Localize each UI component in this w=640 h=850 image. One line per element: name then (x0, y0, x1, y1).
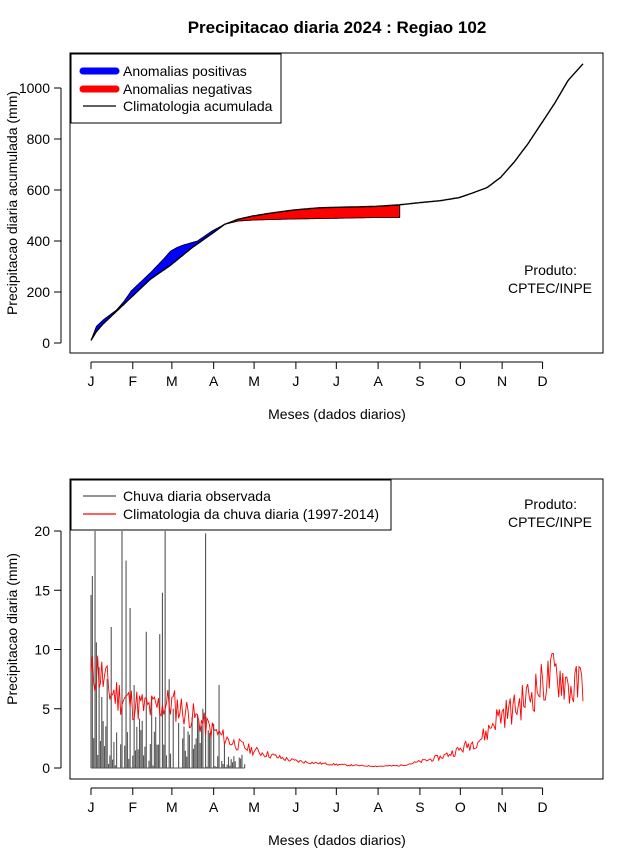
cumulative-x-tick-label: N (497, 373, 507, 389)
daily-x-axis-label: Meses (dados diarios) (268, 832, 406, 848)
cumulative-x-tick-label: O (455, 373, 466, 389)
daily-x-tick-label: D (537, 799, 547, 815)
cumulative-climatology-line (90, 63, 584, 341)
daily-product-source: CPTEC/INPE (508, 514, 592, 530)
cumulative-legend-box (70, 53, 282, 124)
daily-product-label: Produto: (524, 496, 577, 512)
cumulative-frame (69, 52, 604, 354)
cumulative-y-tick-label: 600 (27, 182, 51, 198)
legend-label-daily-climatology: Climatologia da chuva diaria (1997-2014) (123, 506, 379, 522)
cumulative-x-tick-label: M (166, 373, 178, 389)
daily-x-tick-label: J (88, 799, 95, 815)
legend-label-cumulative-climatology: Climatologia acumulada (123, 98, 273, 114)
cumulative-product-label: Produto: (524, 262, 577, 278)
cumulative-x-tick-label: F (129, 373, 138, 389)
daily-panel: 0 5 10 15 20 J F M A M J J A S O N D Precipitacao diaria… (4, 478, 604, 848)
observed-cumulative-line (90, 217, 400, 341)
daily-x-tick-label: N (497, 799, 507, 815)
cumulative-y-tick-label: 800 (27, 131, 51, 147)
daily-climatology-line (90, 653, 584, 768)
cumulative-panel: 0 200 400 600 800 1000 J F M A M J J A S O N D Precipitac… (4, 52, 604, 422)
cumulative-legend: Anomalias positivas Anomalias negativas … (70, 53, 282, 124)
cumulative-x-tick-label: A (373, 373, 383, 389)
daily-x-tick-label: M (166, 799, 178, 815)
daily-axes: 0 5 10 15 20 J F M A M J J A S O N D (34, 523, 547, 815)
cumulative-x-tick-label: M (248, 373, 260, 389)
daily-x-tick-label: S (415, 799, 424, 815)
daily-y-tick-label: 15 (34, 582, 50, 598)
daily-y-axis-label: Precipitacao diaria (mm) (4, 553, 20, 705)
cumulative-plot-area (90, 63, 584, 341)
daily-y-tick-label: 10 (34, 642, 50, 658)
cumulative-y-axis-label: Precipitacao diaria acumulada (mm) (4, 91, 20, 315)
legend-label-positive-anomaly: Anomalias positivas (123, 63, 247, 79)
chart-title: Precipitacao diaria 2024 : Regiao 102 (188, 18, 487, 37)
daily-legend: Chuva diaria observada Climatologia da c… (70, 479, 392, 531)
cumulative-axes: 0 200 400 600 800 1000 J F M A M J J A S O N D (19, 80, 548, 389)
daily-x-tick-label: O (455, 799, 466, 815)
legend-label-observed-rain: Chuva diaria observada (123, 488, 271, 504)
daily-x-tick-label: J (333, 799, 340, 815)
daily-frame (69, 478, 604, 780)
daily-y-tick-label: 0 (42, 760, 50, 776)
daily-x-tick-label: F (129, 799, 138, 815)
daily-plot-area (90, 531, 584, 769)
daily-x-tick-label: A (373, 799, 383, 815)
daily-x-tick-label: J (292, 799, 299, 815)
cumulative-x-tick-label: J (333, 373, 340, 389)
cumulative-x-tick-label: S (415, 373, 424, 389)
daily-legend-box (70, 479, 392, 531)
legend-label-negative-anomaly: Anomalias negativas (123, 81, 252, 97)
cumulative-x-tick-label: J (292, 373, 299, 389)
cumulative-product-source: CPTEC/INPE (508, 280, 592, 296)
cumulative-x-axis-label: Meses (dados diarios) (268, 406, 406, 422)
cumulative-x-tick-label: A (209, 373, 219, 389)
daily-y-tick-label: 20 (34, 523, 50, 539)
cumulative-y-tick-label: 200 (27, 284, 51, 300)
cumulative-y-tick-label: 400 (27, 233, 51, 249)
daily-y-tick-label: 5 (42, 701, 50, 717)
cumulative-y-tick-label: 1000 (19, 80, 50, 96)
cumulative-x-tick-label: D (537, 373, 547, 389)
cumulative-x-tick-label: J (88, 373, 95, 389)
cumulative-y-tick-label: 0 (42, 335, 50, 351)
daily-x-tick-label: M (248, 799, 260, 815)
daily-x-tick-label: A (209, 799, 219, 815)
